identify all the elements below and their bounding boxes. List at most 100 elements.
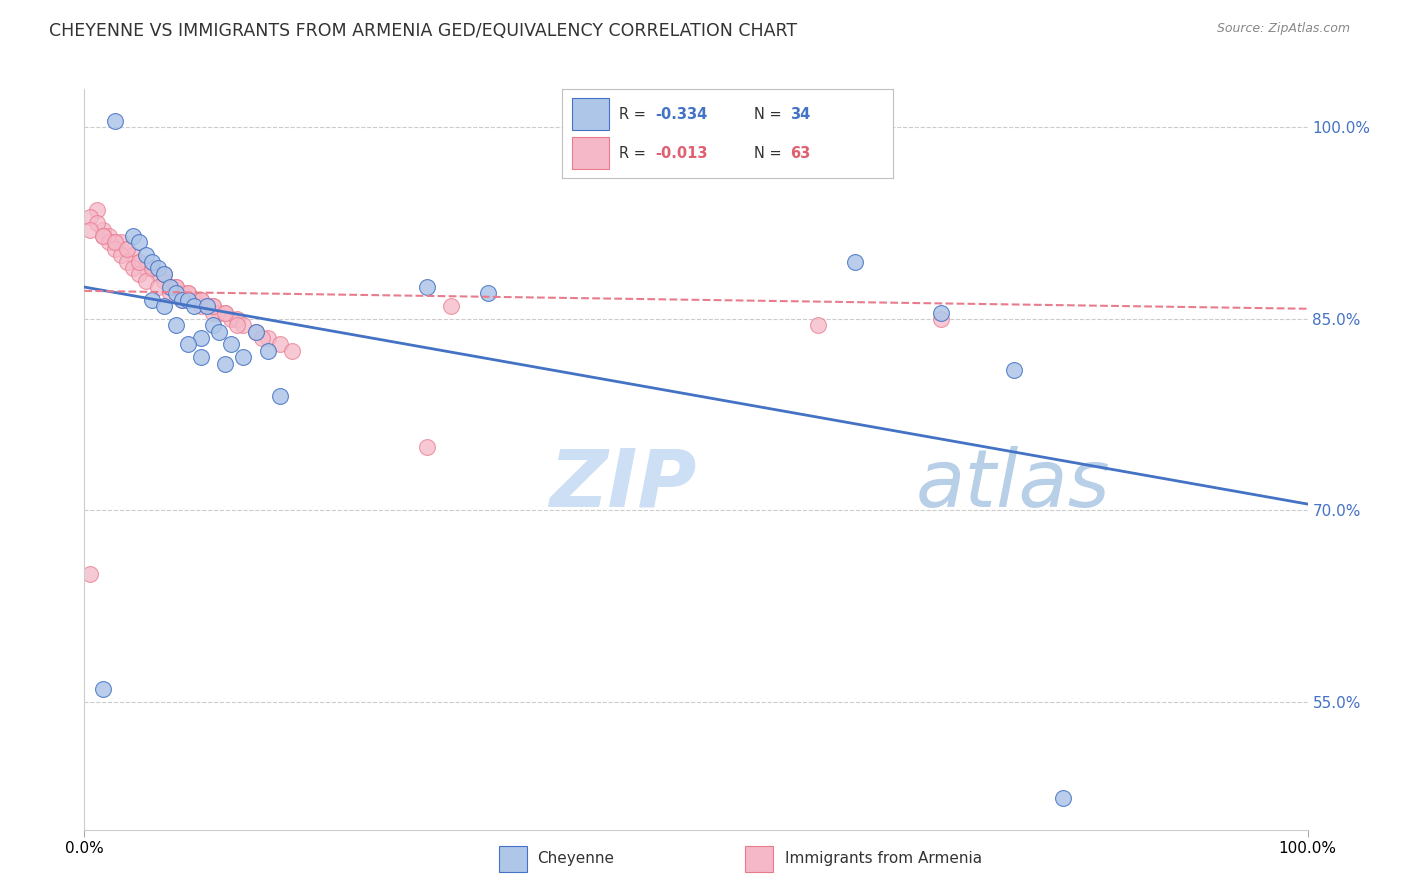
FancyBboxPatch shape	[572, 137, 609, 169]
Text: -0.334: -0.334	[655, 107, 707, 121]
Point	[183, 299, 205, 313]
Point	[440, 299, 463, 313]
Point	[201, 299, 224, 313]
Point	[201, 318, 224, 333]
Point	[128, 254, 150, 268]
Point	[477, 286, 499, 301]
Point	[177, 286, 200, 301]
Point	[165, 318, 187, 333]
Point	[141, 260, 163, 275]
Point	[208, 325, 231, 339]
Point	[177, 293, 200, 307]
Point	[104, 235, 127, 250]
Point	[232, 318, 254, 333]
Point	[844, 254, 866, 268]
Point	[1052, 790, 1074, 805]
Text: 34: 34	[790, 107, 811, 121]
Point	[245, 325, 267, 339]
Point	[91, 682, 114, 697]
Point	[153, 274, 176, 288]
Point	[177, 286, 200, 301]
Point	[172, 293, 194, 307]
Text: N =: N =	[754, 107, 786, 121]
Point	[79, 210, 101, 224]
Point	[190, 293, 212, 307]
Point	[115, 254, 138, 268]
Point	[257, 343, 280, 358]
Point	[146, 280, 169, 294]
Point	[153, 268, 176, 282]
Text: Cheyenne: Cheyenne	[537, 852, 614, 866]
Point	[159, 280, 181, 294]
Point	[104, 114, 127, 128]
Point	[86, 216, 108, 230]
Point	[226, 318, 249, 333]
Point	[97, 235, 120, 250]
Point	[219, 312, 242, 326]
Point	[214, 305, 236, 319]
Point	[122, 248, 145, 262]
Point	[128, 235, 150, 250]
Point	[128, 268, 150, 282]
Point	[214, 305, 236, 319]
Text: 63: 63	[790, 146, 811, 161]
Point	[807, 318, 830, 333]
Point	[416, 280, 439, 294]
Point	[929, 305, 952, 319]
Point	[281, 343, 304, 358]
Point	[128, 254, 150, 268]
Point	[219, 337, 242, 351]
Point	[86, 203, 108, 218]
Point	[195, 299, 218, 313]
Point	[232, 351, 254, 365]
Point	[250, 331, 273, 345]
Point	[135, 248, 157, 262]
Point	[97, 229, 120, 244]
Point	[269, 337, 291, 351]
Point	[146, 260, 169, 275]
Text: -0.013: -0.013	[655, 146, 707, 161]
Text: ZIP: ZIP	[550, 446, 696, 524]
Point	[165, 280, 187, 294]
Point	[269, 388, 291, 402]
Point	[104, 242, 127, 256]
Point	[183, 293, 205, 307]
Point	[79, 222, 101, 236]
Point	[91, 222, 114, 236]
Point	[141, 260, 163, 275]
Point	[104, 235, 127, 250]
Point	[177, 337, 200, 351]
Point	[153, 268, 176, 282]
Point	[146, 268, 169, 282]
Text: Immigrants from Armenia: Immigrants from Armenia	[785, 852, 981, 866]
Point	[226, 312, 249, 326]
Point	[257, 331, 280, 345]
Text: CHEYENNE VS IMMIGRANTS FROM ARMENIA GED/EQUIVALENCY CORRELATION CHART: CHEYENNE VS IMMIGRANTS FROM ARMENIA GED/…	[49, 22, 797, 40]
Point	[190, 293, 212, 307]
Point	[172, 286, 194, 301]
Text: N =: N =	[754, 146, 786, 161]
Point	[122, 229, 145, 244]
Point	[122, 260, 145, 275]
Point	[214, 357, 236, 371]
Point	[201, 299, 224, 313]
FancyBboxPatch shape	[572, 98, 609, 130]
Point	[201, 305, 224, 319]
Point	[172, 293, 194, 307]
Point	[195, 299, 218, 313]
Point	[79, 567, 101, 582]
Text: R =: R =	[619, 146, 650, 161]
Point	[135, 260, 157, 275]
Point	[141, 254, 163, 268]
Point	[110, 248, 132, 262]
Point	[929, 312, 952, 326]
Point	[159, 280, 181, 294]
Point	[245, 325, 267, 339]
Point	[115, 242, 138, 256]
Point	[110, 235, 132, 250]
Point	[91, 229, 114, 244]
Point	[115, 242, 138, 256]
Text: atlas: atlas	[917, 446, 1111, 524]
Point	[91, 229, 114, 244]
Point	[165, 280, 187, 294]
